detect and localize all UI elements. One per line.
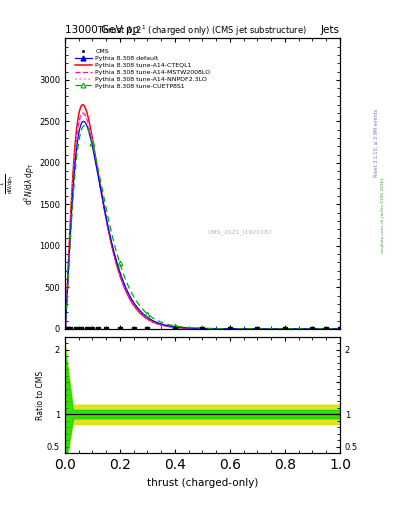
Text: CMS_2021_I1920187: CMS_2021_I1920187 — [208, 229, 273, 234]
Text: Jets: Jets — [321, 25, 340, 35]
Y-axis label: Ratio to CMS: Ratio to CMS — [37, 371, 46, 420]
Text: 13000 GeV pp: 13000 GeV pp — [65, 25, 139, 35]
X-axis label: thrust (charged-only): thrust (charged-only) — [147, 478, 258, 487]
Title: Thrust $\lambda\_2^1$ (charged only) (CMS jet substructure): Thrust $\lambda\_2^1$ (charged only) (CM… — [97, 24, 307, 38]
Y-axis label: $\frac{1}{\mathrm{d}N/\mathrm{d}p_\mathrm{T}}$
$\mathrm{d}^2N/\mathrm{d}\lambda\: $\frac{1}{\mathrm{d}N/\mathrm{d}p_\mathr… — [0, 162, 37, 205]
Legend: CMS, Pythia 8.308 default, Pythia 8.308 tune-A14-CTEQL1, Pythia 8.308 tune-A14-M: CMS, Pythia 8.308 default, Pythia 8.308 … — [73, 47, 212, 90]
Text: mcplots.cern.ch [arXiv:1306.3436]: mcplots.cern.ch [arXiv:1306.3436] — [381, 178, 385, 252]
Text: Rivet 3.1.10, ≥ 2.9M events: Rivet 3.1.10, ≥ 2.9M events — [374, 109, 379, 178]
